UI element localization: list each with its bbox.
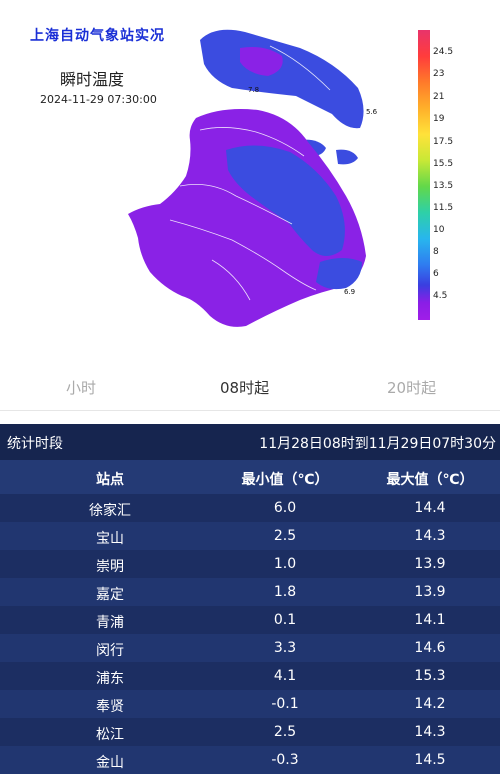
- legend-label: 6: [433, 269, 439, 279]
- temperature-map-panel: 7.8 5.6 6.9 上海自动气象站实况 瞬时温度 2024-11-29 07…: [0, 0, 500, 365]
- station-cell: 松江: [96, 727, 124, 743]
- contour-line: [199, 127, 305, 157]
- shanghai-temperature-map[interactable]: 7.8 5.6 6.9: [0, 0, 500, 365]
- min-cell: 2.5: [273, 528, 297, 544]
- map-title: 瞬时温度: [60, 70, 125, 89]
- map-timestamp: 2024-11-29 07:30:00: [40, 93, 157, 106]
- table-row: 金山 -0.3 14.5: [0, 746, 500, 774]
- max-cell: 13.9: [414, 584, 446, 600]
- legend-label: 10: [433, 225, 445, 235]
- legend-label: 24.5: [433, 47, 454, 57]
- chongming-purple-zone: [240, 47, 283, 76]
- max-cell: 14.3: [414, 528, 446, 544]
- min-cell: -0.3: [271, 752, 299, 768]
- table-row: 闵行 3.3 14.6: [0, 634, 500, 662]
- map-header: 上海自动气象站实况: [30, 28, 165, 44]
- tab-from-08[interactable]: 08时起: [220, 379, 270, 397]
- hengsha-island: [336, 149, 358, 165]
- time-range-tabs: 小时 08时起 20时起: [0, 365, 500, 411]
- header-max: 最大值（℃）: [386, 472, 474, 488]
- station-cell: 崇明: [96, 559, 124, 575]
- min-cell: 0.1: [273, 612, 297, 628]
- station-cell: 徐家汇: [89, 503, 131, 519]
- legend-label: 15.5: [433, 159, 454, 169]
- max-cell: 14.1: [414, 612, 446, 628]
- min-cell: 2.5: [273, 724, 297, 740]
- contour-line: [269, 45, 331, 91]
- contour-line: [179, 183, 293, 225]
- max-cell: 14.5: [414, 752, 446, 768]
- point-label: 5.6: [366, 108, 378, 116]
- table-row: 奉贤 -0.1 14.2: [0, 690, 500, 718]
- station-cell: 金山: [96, 755, 124, 771]
- min-cell: 1.8: [273, 584, 297, 600]
- legend-label: 13.5: [433, 181, 454, 191]
- legend-label: 11.5: [433, 203, 454, 213]
- period-row: 统计时段 11月28日08时到11月29日07时30分: [0, 424, 500, 460]
- max-cell: 14.3: [414, 724, 446, 740]
- max-cell: 13.9: [414, 556, 446, 572]
- station-cell: 青浦: [96, 615, 124, 631]
- table-header: 站点 最小值（℃） 最大值（℃）: [0, 460, 500, 494]
- station-cell: 闵行: [96, 643, 124, 659]
- legend-label: 8: [433, 247, 439, 257]
- pudong-coast-blue: [316, 258, 362, 290]
- min-cell: -0.1: [271, 696, 299, 712]
- max-cell: 14.6: [414, 640, 446, 656]
- min-cell: 6.0: [273, 500, 297, 516]
- stats-table: 统计时段 11月28日08时到11月29日07时30分 站点 最小值（℃） 最大…: [0, 424, 500, 774]
- contour-line: [211, 259, 251, 301]
- table-row: 宝山 2.5 14.3: [0, 522, 500, 550]
- period-label: 统计时段: [7, 436, 63, 452]
- contour-line: [169, 219, 317, 291]
- tab-hourly[interactable]: 小时: [66, 379, 97, 397]
- legend-label: 19: [433, 114, 445, 124]
- station-cell: 浦东: [96, 671, 124, 687]
- tab-from-20[interactable]: 20时起: [387, 379, 437, 397]
- point-label: 6.9: [344, 288, 355, 296]
- min-cell: 3.3: [273, 640, 297, 656]
- legend-label: 17.5: [433, 137, 454, 147]
- header-station: 站点: [96, 472, 124, 488]
- table-row: 松江 2.5 14.3: [0, 718, 500, 746]
- legend-label: 21: [433, 92, 445, 102]
- table-row: 崇明 1.0 13.9: [0, 550, 500, 578]
- table-row: 徐家汇 6.0 14.4: [0, 494, 500, 522]
- point-label: 7.8: [248, 86, 259, 94]
- table-row: 青浦 0.1 14.1: [0, 606, 500, 634]
- legend-label: 4.5: [433, 291, 448, 301]
- min-cell: 1.0: [273, 556, 297, 572]
- station-cell: 嘉定: [96, 587, 124, 603]
- table-row: 嘉定 1.8 13.9: [0, 578, 500, 606]
- color-legend-bar: [418, 30, 430, 320]
- max-cell: 14.4: [414, 500, 446, 516]
- station-cell: 宝山: [96, 531, 124, 547]
- max-cell: 14.2: [414, 696, 446, 712]
- min-cell: 4.1: [273, 668, 297, 684]
- legend-label: 23: [433, 69, 445, 79]
- mainland-blue-zone: [226, 145, 345, 256]
- station-cell: 奉贤: [96, 699, 124, 715]
- table-row: 浦东 4.1 15.3: [0, 662, 500, 690]
- period-value: 11月28日08时到11月29日07时30分: [259, 436, 496, 452]
- header-min: 最小值（℃）: [241, 472, 329, 488]
- max-cell: 15.3: [414, 668, 446, 684]
